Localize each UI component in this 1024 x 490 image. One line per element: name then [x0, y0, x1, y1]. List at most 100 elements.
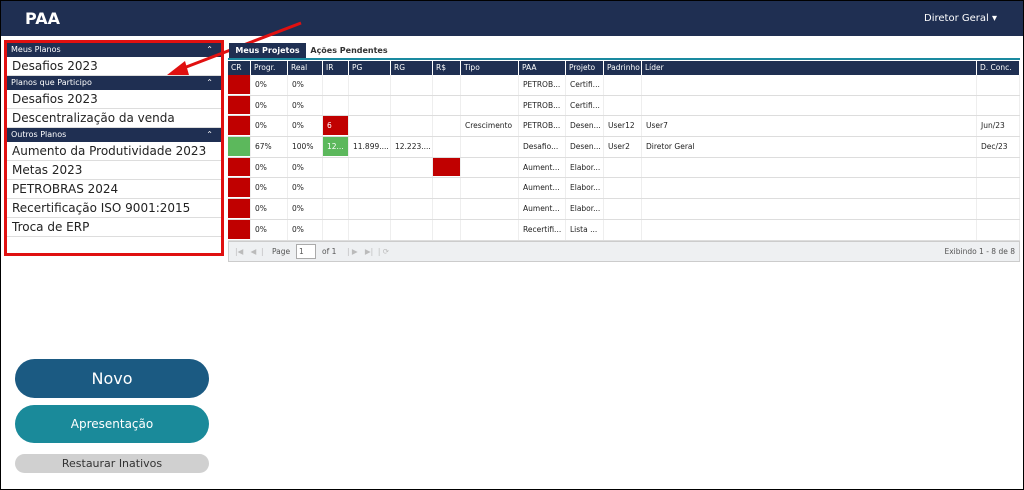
collapse-icon[interactable]: ⌃ — [206, 78, 213, 87]
grid-row[interactable]: 0% 0% 6 Crescimento PETROB... Desen... User12 U… — [228, 116, 1020, 138]
column-header[interactable]: Real — [288, 61, 323, 75]
presentation-button[interactable]: Apresentação — [15, 405, 209, 443]
grid-cell — [604, 178, 642, 199]
grid-cell — [461, 157, 519, 178]
grid-row[interactable]: 0% 0% PETROB... Certifi... — [228, 95, 1020, 117]
collapse-icon[interactable]: ⌃ — [206, 130, 213, 139]
grid-cell — [391, 199, 433, 219]
grid-cell — [433, 137, 461, 157]
grid-cell — [323, 178, 349, 199]
grid-cell — [228, 137, 251, 157]
grid-cell: PETROB... — [519, 116, 566, 137]
plan-item[interactable]: Desafios 2023 — [7, 57, 221, 76]
grid-cell — [977, 219, 1020, 240]
grid-cell — [604, 75, 642, 95]
grid-cell — [642, 95, 977, 116]
grid-cell: Elabor... — [566, 157, 604, 178]
arrow-head — [167, 61, 189, 75]
grid-cell: Crescimento — [461, 116, 519, 137]
grid-row[interactable]: 0% 0% Aument... Elabor... — [228, 178, 1020, 200]
column-header[interactable]: Projeto — [566, 61, 604, 75]
grid-row[interactable]: 0% 0% Aument... Elabor... — [228, 199, 1020, 220]
grid-cell: 0% — [251, 75, 288, 95]
grid-header: CR Progr. Real IR PG RG R$ Tipo PAA Projeto Padrin… — [228, 61, 1020, 75]
grid-row[interactable]: 67% 100% 12... 11.899.... 12.223.... Desafio.… — [228, 137, 1020, 158]
column-header[interactable]: PAA — [519, 61, 566, 75]
section-header[interactable]: Outros Planos ⌃ — [7, 128, 221, 142]
grid-cell: Aument... — [519, 199, 566, 219]
restore-button[interactable]: Restaurar Inativos — [15, 454, 209, 473]
grid-cell — [642, 75, 977, 95]
grid-cell: User2 — [604, 137, 642, 157]
section-title[interactable]: Meus Planos — [11, 45, 61, 54]
grid-cell: 0% — [251, 199, 288, 219]
column-header[interactable]: IR — [323, 61, 349, 75]
column-header[interactable]: D. Conc. — [977, 61, 1020, 75]
section-header[interactable]: Meus Planos ⌃ — [7, 43, 221, 57]
grid-cell — [461, 95, 519, 116]
page-input[interactable]: 1 — [296, 244, 316, 259]
grid-cell — [461, 137, 519, 157]
column-header[interactable]: RG — [391, 61, 433, 75]
new-button[interactable]: Novo — [15, 359, 209, 398]
grid-cell — [391, 219, 433, 240]
user-menu[interactable]: Diretor Geral ▾ — [924, 13, 997, 24]
grid-cell: 0% — [288, 199, 323, 219]
pager-nav[interactable]: |◀ ◀ | — [235, 247, 264, 256]
tab[interactable]: Ações Pendentes — [310, 46, 388, 55]
grid-cell — [461, 75, 519, 95]
collapse-icon[interactable]: ⌃ — [206, 45, 213, 54]
column-header[interactable]: Líder — [642, 61, 977, 75]
plan-item[interactable]: Descentralização da venda — [7, 109, 221, 128]
plan-item[interactable]: Recertificação ISO 9001:2015 — [7, 199, 221, 218]
plan-item[interactable]: Metas 2023 — [7, 161, 221, 180]
plan-item[interactable]: PETROBRAS 2024 — [7, 180, 221, 199]
column-header[interactable]: Padrinho — [604, 61, 642, 75]
grid-cell: 0% — [251, 219, 288, 240]
grid-cell: 0% — [251, 178, 288, 199]
grid-cell: 12.223.... — [391, 137, 433, 157]
grid-cell: 67% — [251, 137, 288, 157]
grid-cell: 0% — [251, 95, 288, 116]
column-header[interactable]: PG — [349, 61, 391, 75]
grid-row[interactable]: 0% 0% PETROB... Certifi... — [228, 75, 1020, 96]
tab[interactable]: Meus Projetos — [229, 43, 306, 58]
grid-cell: 0% — [251, 116, 288, 137]
grid-cell: 11.899.... — [349, 137, 391, 157]
grid-cell: Elabor... — [566, 178, 604, 199]
grid-cell — [391, 157, 433, 178]
plan-item[interactable]: Desafios 2023 — [7, 90, 221, 109]
column-header[interactable]: Tipo — [461, 61, 519, 75]
grid-cell: 0% — [288, 219, 323, 240]
plan-item[interactable]: Troca de ERP — [7, 218, 221, 237]
plan-item[interactable]: Aumento da Produtividade 2023 — [7, 142, 221, 161]
grid-row[interactable]: 0% 0% Aument... Elabor... — [228, 157, 1020, 179]
grid-cell — [349, 116, 391, 137]
grid-cell — [977, 199, 1020, 219]
grid-cell — [433, 116, 461, 137]
grid-cell — [323, 199, 349, 219]
grid-cell — [323, 157, 349, 178]
column-header[interactable]: Progr. — [251, 61, 288, 75]
section-title[interactable]: Outros Planos — [11, 130, 67, 139]
grid-cell: Diretor Geral — [642, 137, 977, 157]
section-header[interactable]: Planos que Participo ⌃ — [7, 76, 221, 90]
grid-cell — [228, 157, 251, 178]
grid-cell — [323, 219, 349, 240]
grid-cell: 0% — [251, 157, 288, 178]
section-title[interactable]: Planos que Participo — [11, 78, 92, 87]
grid-cell — [642, 199, 977, 219]
grid-cell: Recertifi... — [519, 219, 566, 240]
grid-row[interactable]: 0% 0% Recertifi... Lista ... — [228, 219, 1020, 241]
user-name[interactable]: Diretor Geral — [924, 13, 989, 24]
grid-cell — [391, 75, 433, 95]
column-header[interactable]: R$ — [433, 61, 461, 75]
grid-cell: Aument... — [519, 157, 566, 178]
column-header[interactable]: CR — [228, 61, 251, 75]
grid-cell — [642, 219, 977, 240]
grid-cell — [349, 178, 391, 199]
grid-cell — [977, 95, 1020, 116]
grid-cell: 0% — [288, 95, 323, 116]
pager-nav[interactable]: | ▶ ▶| | ⟳ — [347, 247, 390, 256]
